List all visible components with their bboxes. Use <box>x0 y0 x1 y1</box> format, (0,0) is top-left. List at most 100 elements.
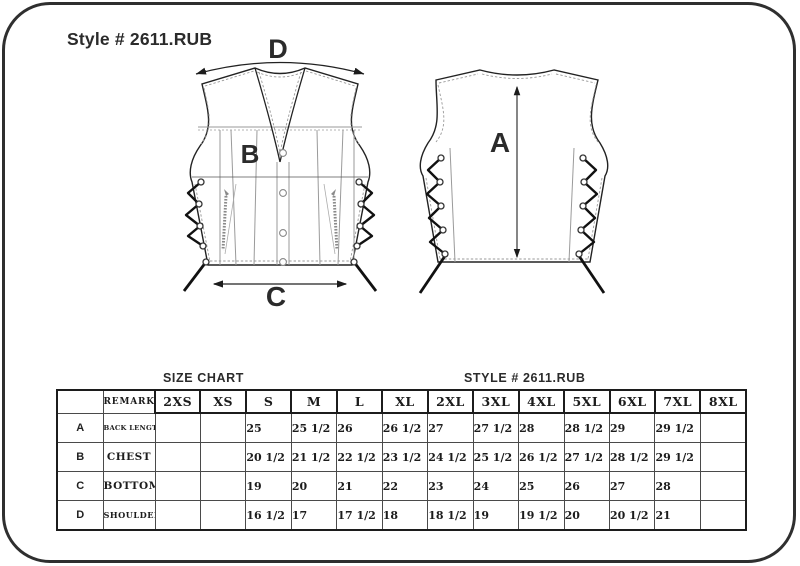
size-cell: 25 <box>245 412 292 443</box>
size-cell: 20 <box>563 500 611 531</box>
size-cell: 27 <box>609 471 656 501</box>
header-size-2xs: 2XS <box>153 389 202 414</box>
side-lacing-left <box>182 178 210 292</box>
back-gusset-seams <box>449 147 575 263</box>
size-cell: 24 <box>472 471 520 501</box>
size-cell: 23 1/2 <box>381 442 429 472</box>
header-size-6xl: 6XL <box>608 389 656 414</box>
row-letter: B <box>56 442 104 472</box>
table-row-chest: B CHEST 20 1/2 21 1/2 22 1/2 23 1/2 24 1… <box>56 442 747 472</box>
size-cell: 28 1/2 <box>563 412 611 443</box>
size-cell: 25 1/2 <box>290 412 338 443</box>
size-cell: 25 1/2 <box>472 442 520 472</box>
size-chart-title: SIZE CHART <box>163 371 244 385</box>
size-cell: 18 <box>381 500 429 531</box>
size-cell <box>699 412 747 443</box>
size-cell: 29 1/2 <box>654 412 701 443</box>
stitch-lines <box>194 70 366 263</box>
dim-label-d: D <box>268 34 288 64</box>
dim-label-a: A <box>490 127 510 158</box>
size-cell: 28 <box>654 471 701 501</box>
header-size-5xl: 5XL <box>563 389 611 414</box>
size-cell: 29 1/2 <box>654 442 701 472</box>
row-letter: A <box>56 412 104 443</box>
size-cell: 19 1/2 <box>518 500 565 531</box>
size-cell: 26 1/2 <box>381 412 429 443</box>
size-cell: 28 <box>518 412 565 443</box>
size-cell <box>199 412 247 443</box>
size-cell <box>699 500 747 531</box>
size-cell: 22 1/2 <box>336 442 383 472</box>
size-cell: 19 <box>245 471 292 501</box>
size-cell <box>154 442 201 472</box>
size-cell: 23 <box>427 471 474 501</box>
header-size-8xl: 8XL <box>699 389 747 414</box>
dim-arrow-bottom-width: C <box>212 280 348 307</box>
dim-arrow-shoulder-width: D <box>195 34 365 75</box>
vest-back-diagram: A <box>418 69 609 294</box>
header-size-3xl: 3XL <box>472 389 520 414</box>
header-remarks: REMARKS <box>102 389 156 414</box>
size-cell <box>154 471 201 501</box>
size-cell: 18 1/2 <box>427 500 474 531</box>
size-cell: 24 1/2 <box>427 442 474 472</box>
dim-arrow-back-length: A <box>490 85 521 259</box>
size-cell: 27 1/2 <box>472 412 520 443</box>
row-remark: CHEST <box>102 442 156 472</box>
size-cell <box>699 471 747 501</box>
vest-front-diagram: D <box>182 34 378 307</box>
header-size-4xl: 4XL <box>517 389 566 414</box>
size-cell: 20 1/2 <box>609 500 656 531</box>
size-cell: 27 <box>427 412 474 443</box>
size-cell: 16 1/2 <box>245 500 292 531</box>
size-cell: 26 <box>563 471 611 501</box>
size-cell: 21 1/2 <box>290 442 338 472</box>
header-size-xl: XL <box>381 389 429 414</box>
snap-buttons <box>279 149 287 266</box>
size-chart-table: REMARKS 2XS XS S M L XL 2XL 3XL 4XL 5XL … <box>56 389 747 531</box>
table-row-shoulder: D SHOULDER 16 1/2 17 17 1/2 18 18 1/2 19… <box>56 500 747 531</box>
zipper-pocket-right <box>323 183 339 255</box>
size-cell: 19 <box>472 500 520 531</box>
size-cell <box>199 442 247 472</box>
size-cell <box>154 500 201 531</box>
back-lacing-right <box>575 154 606 294</box>
size-cell: 21 <box>654 500 701 531</box>
header-row: REMARKS 2XS XS S M L XL 2XL 3XL 4XL 5XL … <box>56 389 747 414</box>
row-letter: D <box>56 500 104 531</box>
page-title: Style # 2611.RUB <box>67 29 213 49</box>
header-size-2xl: 2XL <box>426 389 475 414</box>
header-size-7xl: 7XL <box>653 389 702 414</box>
table-row-bottom: C BOTTOM 19 20 21 22 23 24 25 26 27 28 <box>56 471 747 501</box>
size-cell <box>154 412 201 443</box>
stitch-lines-back <box>425 73 603 260</box>
zipper-pocket-left <box>221 183 237 255</box>
size-cell: 25 <box>518 471 565 501</box>
size-cell: 26 1/2 <box>518 442 565 472</box>
row-letter: C <box>56 471 104 501</box>
header-corner <box>56 389 104 414</box>
size-cell: 26 <box>336 412 383 443</box>
style-number-title: STYLE # 2611.RUB <box>464 371 586 385</box>
size-cell: 27 1/2 <box>563 442 611 472</box>
size-cell <box>199 471 247 501</box>
header-size-l: L <box>335 389 384 414</box>
size-cell: 20 <box>290 471 338 501</box>
header-size-xs: XS <box>199 389 247 414</box>
side-lacing-right <box>350 178 378 292</box>
row-remark: BACK LENGTH <box>102 412 156 443</box>
size-cell: 20 1/2 <box>245 442 292 472</box>
row-remark: BOTTOM <box>102 471 156 501</box>
table-row-back-length: A BACK LENGTH 25 25 1/2 26 26 1/2 27 27 … <box>56 412 747 443</box>
size-cell <box>699 442 747 472</box>
header-size-s: S <box>244 389 293 414</box>
size-cell: 21 <box>336 471 383 501</box>
vest-back-outline <box>419 69 609 263</box>
back-lacing-left <box>418 154 449 294</box>
dim-label-c: C <box>266 281 286 307</box>
dim-label-b: B <box>241 139 260 169</box>
row-remark: SHOULDER <box>102 500 156 531</box>
panel-seams <box>198 126 362 266</box>
dim-line-chest: B <box>192 139 368 178</box>
